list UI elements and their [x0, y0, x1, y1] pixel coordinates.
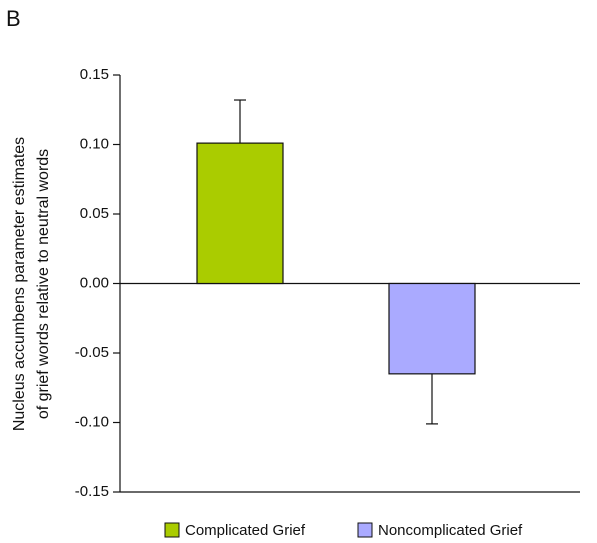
- y-tick-label: -0.10: [75, 413, 109, 430]
- panel-label: B: [6, 6, 21, 31]
- bar: [388, 282, 476, 375]
- legend-swatch: [164, 522, 180, 538]
- legend-label: Noncomplicated Grief: [378, 522, 523, 539]
- bar: [196, 142, 284, 285]
- y-tick-label: 0.10: [80, 135, 109, 152]
- y-tick-label: 0.00: [80, 274, 109, 291]
- y-axis-label: of grief words relative to neutral words: [35, 149, 52, 419]
- legend-swatch: [357, 522, 373, 538]
- y-tick-label: 0.05: [80, 205, 109, 222]
- y-tick-label: 0.15: [80, 66, 109, 83]
- y-axis-label: Nucleus accumbens parameter estimates: [11, 137, 28, 431]
- legend-label: Complicated Grief: [185, 522, 306, 539]
- y-tick-label: -0.15: [75, 483, 109, 500]
- y-tick-label: -0.05: [75, 344, 109, 361]
